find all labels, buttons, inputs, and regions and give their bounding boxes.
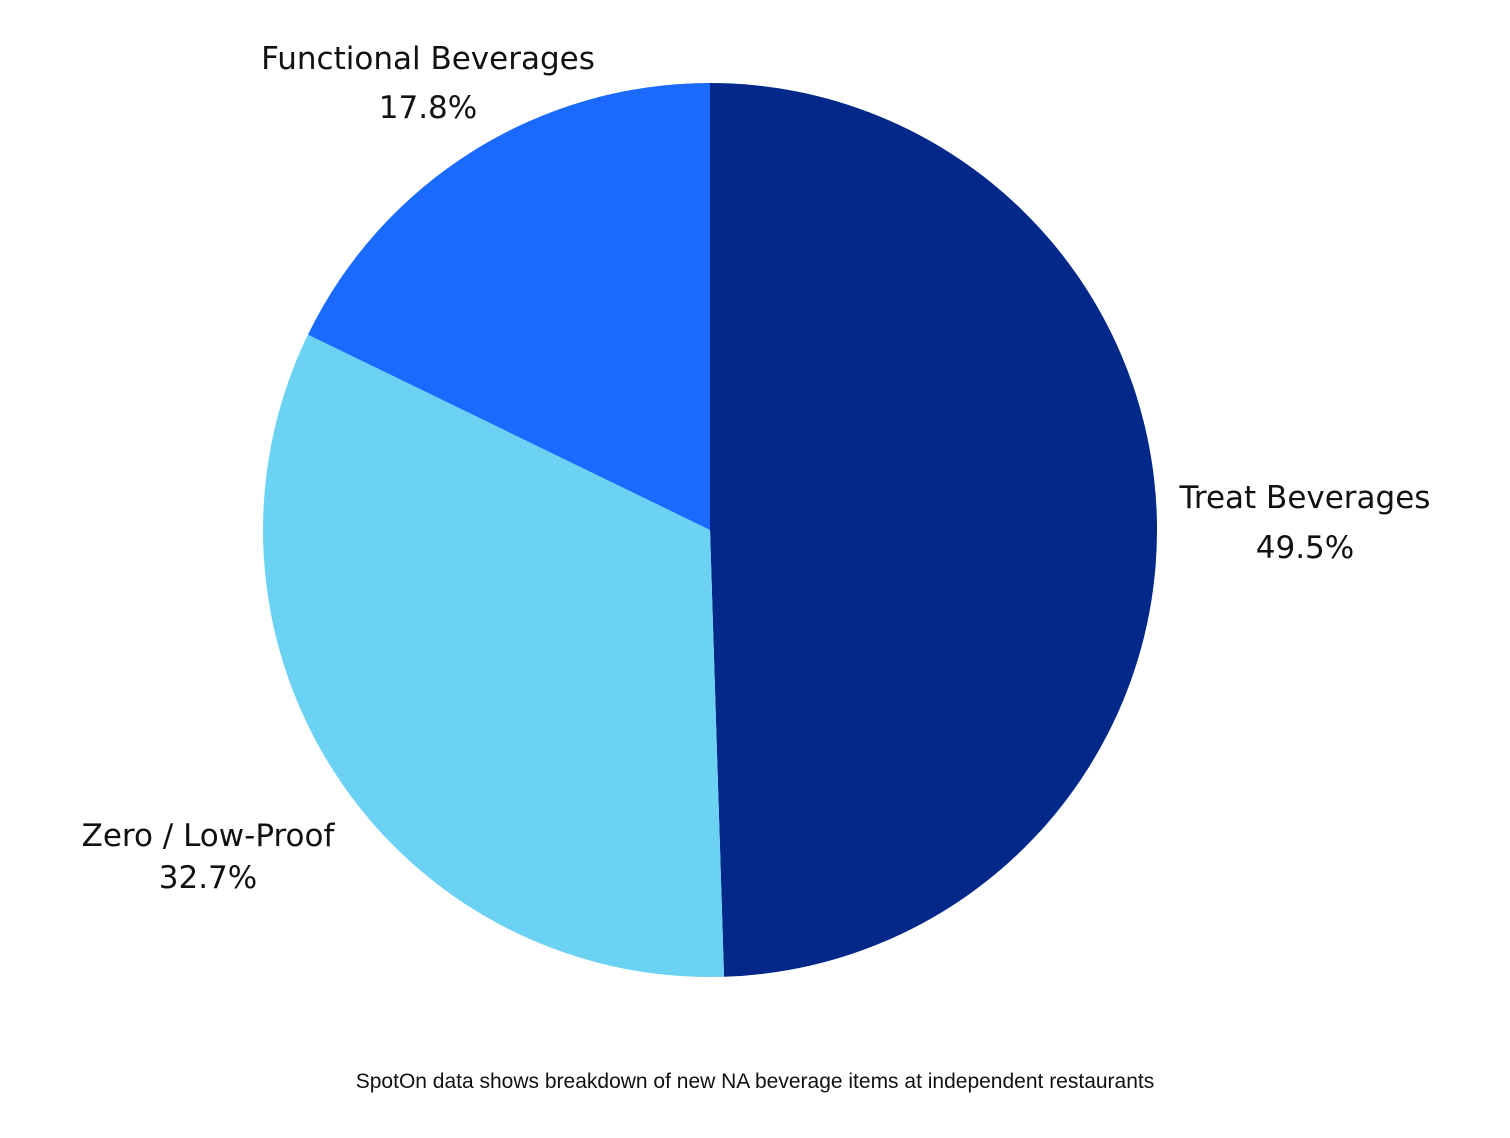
slice-value-zero-low-proof: 32.7%	[159, 860, 257, 896]
pie-slice-treat-beverages	[710, 82, 1158, 977]
slice-label-functional-beverages: Functional Beverages	[261, 41, 595, 77]
chart-caption: SpotOn data shows breakdown of new NA be…	[355, 1070, 1155, 1093]
slice-value-treat-beverages: 49.5%	[1256, 530, 1354, 566]
slice-value-functional-beverages: 17.8%	[379, 90, 477, 126]
pie-labels: Treat Beverages 49.5% Zero / Low-Proof 3…	[82, 41, 1431, 896]
pie-slices	[263, 82, 1158, 978]
pie-slice-functional-beverages	[307, 82, 710, 531]
slice-label-zero-low-proof: Zero / Low-Proof	[82, 818, 336, 854]
pie-slice-zero-low-proof	[263, 334, 725, 978]
slice-label-treat-beverages: Treat Beverages	[1179, 480, 1431, 516]
